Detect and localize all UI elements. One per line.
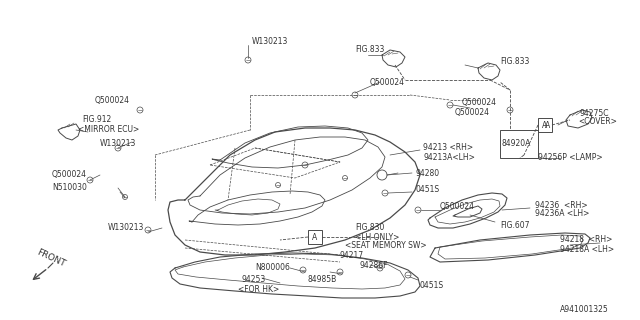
Text: FRONT: FRONT xyxy=(35,247,67,268)
Text: Q500024: Q500024 xyxy=(370,77,405,86)
Text: 94218  <RH>: 94218 <RH> xyxy=(560,236,612,244)
Text: A941001325: A941001325 xyxy=(560,306,609,315)
Text: 94286F: 94286F xyxy=(360,260,388,269)
Text: 84985B: 84985B xyxy=(308,276,337,284)
Text: 94256P <LAMP>: 94256P <LAMP> xyxy=(538,153,603,162)
Text: 94275C: 94275C xyxy=(580,108,609,117)
Text: A: A xyxy=(312,233,317,242)
Text: Q500024: Q500024 xyxy=(455,108,490,116)
Text: 0451S: 0451S xyxy=(415,186,439,195)
Text: FIG.833: FIG.833 xyxy=(500,58,529,67)
Text: 94217: 94217 xyxy=(340,252,364,260)
Text: A: A xyxy=(545,121,550,130)
Text: 94236  <RH>: 94236 <RH> xyxy=(535,201,588,210)
Text: 0451S: 0451S xyxy=(420,281,444,290)
Text: Q500024: Q500024 xyxy=(440,203,475,212)
Text: 94213 <RH>: 94213 <RH> xyxy=(423,143,473,153)
Text: 84920A: 84920A xyxy=(502,139,531,148)
Text: W130213: W130213 xyxy=(100,139,136,148)
Text: W130213: W130213 xyxy=(108,222,145,231)
Text: 94280: 94280 xyxy=(415,169,439,178)
Text: <FOR HK>: <FOR HK> xyxy=(238,285,279,294)
Text: <MIRROR ECU>: <MIRROR ECU> xyxy=(78,125,140,134)
Text: 94236A <LH>: 94236A <LH> xyxy=(535,210,589,219)
Text: 94218A <LH>: 94218A <LH> xyxy=(560,245,614,254)
Text: <COVER>: <COVER> xyxy=(578,117,617,126)
Text: 94253: 94253 xyxy=(242,276,266,284)
Text: Q500024: Q500024 xyxy=(52,171,87,180)
Text: FIG.830: FIG.830 xyxy=(355,223,385,233)
Bar xyxy=(308,230,322,244)
Text: N800006: N800006 xyxy=(255,263,290,273)
Bar xyxy=(538,118,552,132)
Text: Q500024: Q500024 xyxy=(95,95,130,105)
Text: <LH ONLY>: <LH ONLY> xyxy=(355,233,399,242)
Text: <SEAT MEMORY SW>: <SEAT MEMORY SW> xyxy=(345,242,427,251)
Bar xyxy=(500,130,538,158)
Text: W130213: W130213 xyxy=(252,37,289,46)
Text: FIG.607: FIG.607 xyxy=(500,221,529,230)
Text: FIG.833: FIG.833 xyxy=(355,45,385,54)
Text: Q500024: Q500024 xyxy=(462,98,497,107)
Text: 94213A<LH>: 94213A<LH> xyxy=(423,154,475,163)
Text: A: A xyxy=(542,121,548,130)
Text: N510030: N510030 xyxy=(52,183,87,193)
Text: FIG.912: FIG.912 xyxy=(82,116,111,124)
